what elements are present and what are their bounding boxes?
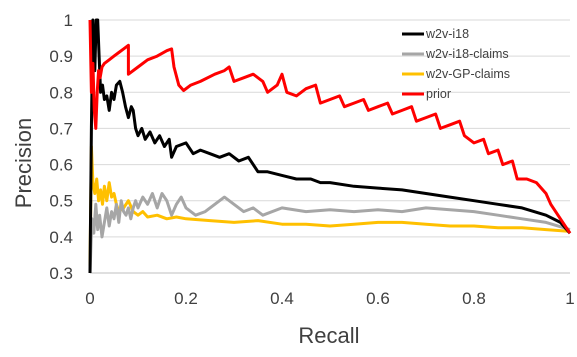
series-line-3: [88, 19, 572, 235]
x-tick-label: 0.2: [174, 289, 198, 308]
gridlines: [90, 19, 570, 238]
tick-labels: 0.3 0.4 0.5 0.6 0.7 0.8 0.9 1 0 0.2 0.4 0.6 0.8 1: [49, 11, 574, 308]
series-line-0: [88, 18, 572, 274]
legend-label-1: w2v-i18-claims: [425, 47, 509, 61]
legend-label-3: prior: [426, 87, 451, 101]
series-lines: [88, 18, 572, 274]
x-tick-label: 0.6: [366, 289, 390, 308]
x-tick-label: 0.4: [270, 289, 294, 308]
y-tick-label: 0.5: [49, 192, 73, 211]
x-axis-title: Recall: [298, 323, 359, 348]
x-tick-label: 0: [85, 289, 94, 308]
legend-label-2: w2v-GP-claims: [425, 67, 510, 81]
y-tick-label: 0.3: [49, 264, 73, 283]
y-axis-title: Precision: [11, 118, 36, 208]
x-tick-label: 1: [565, 289, 574, 308]
y-tick-label: 0.9: [49, 47, 73, 66]
y-tick-label: 0.8: [49, 83, 73, 102]
y-tick-label: 0.4: [49, 228, 73, 247]
series-line-1: [88, 192, 571, 274]
y-tick-label: 1: [64, 11, 73, 30]
legend: w2v-i18 w2v-i18-claims w2v-GP-claims prior: [402, 27, 510, 101]
y-tick-label: 0.7: [49, 119, 73, 138]
series-line-2: [88, 145, 571, 266]
legend-label-0: w2v-i18: [425, 27, 469, 41]
y-tick-label: 0.6: [49, 156, 73, 175]
x-tick-label: 0.8: [462, 289, 486, 308]
